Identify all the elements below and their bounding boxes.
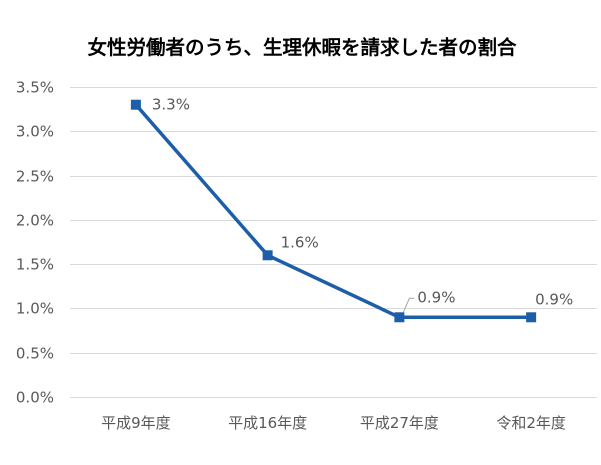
y-tick-label: 2.5% — [16, 168, 54, 186]
data-label: 1.6% — [281, 233, 319, 251]
chart-title: 女性労働者のうち、生理休暇を請求した者の割合 — [87, 36, 517, 59]
y-axis: 0.0% 0.5% 1.0% 1.5% 2.0% 2.5% 3.0% 3.5% — [16, 79, 54, 407]
y-tick-label: 3.0% — [16, 123, 54, 141]
y-tick-label: 1.0% — [16, 300, 54, 318]
y-tick-label: 0.5% — [16, 345, 54, 363]
data-label: 0.9% — [417, 288, 455, 306]
data-point-marker — [262, 250, 273, 261]
x-tick-label: 平成9年度 — [101, 414, 171, 432]
data-point-marker — [130, 99, 141, 110]
x-tick-label: 平成27年度 — [360, 414, 439, 432]
series-line — [134, 103, 532, 320]
series — [130, 99, 537, 323]
y-tick-label: 1.5% — [16, 256, 54, 274]
data-point-marker — [526, 312, 537, 323]
y-tick-label: 0.0% — [16, 389, 54, 407]
x-tick-label: 平成16年度 — [228, 414, 307, 432]
x-axis: 平成9年度 平成16年度 平成27年度 令和2年度 — [101, 414, 566, 432]
x-tick-label: 令和2年度 — [496, 414, 566, 432]
gridlines — [70, 87, 597, 398]
y-tick-label: 2.0% — [16, 212, 54, 230]
data-label: 0.9% — [535, 290, 573, 308]
data-label: 3.3% — [152, 96, 190, 114]
data-labels: 3.3% 1.6% 0.9% 0.9% — [152, 96, 573, 313]
y-tick-label: 3.5% — [16, 79, 54, 97]
data-label-leader-line — [402, 297, 415, 313]
data-point-marker — [394, 312, 405, 323]
